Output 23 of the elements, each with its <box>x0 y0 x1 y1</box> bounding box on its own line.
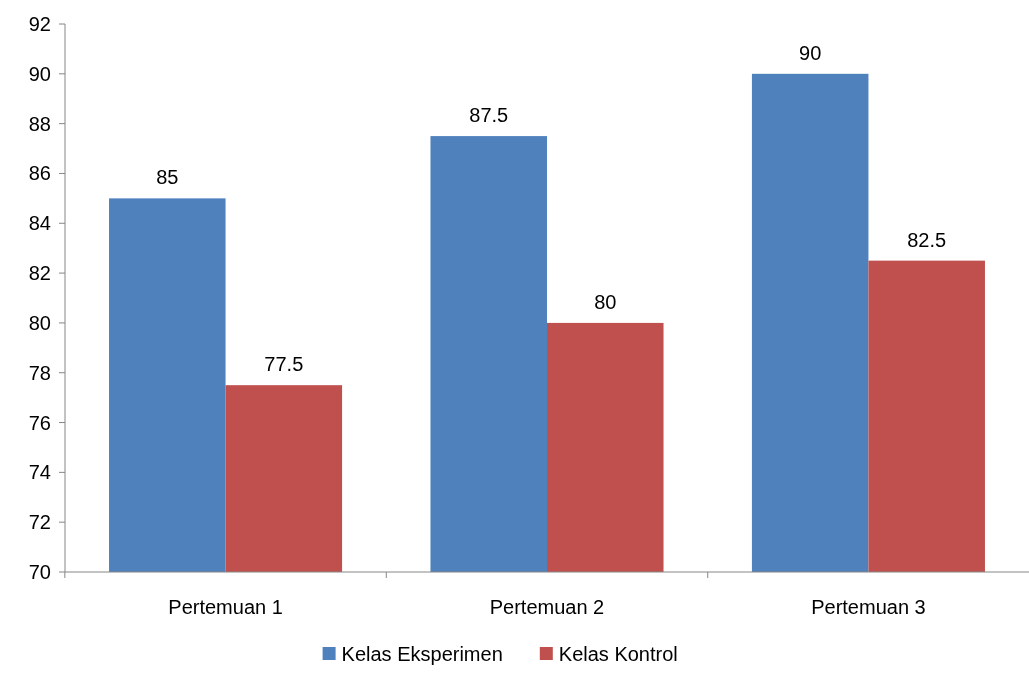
x-tick-label: Pertemuan 2 <box>489 596 605 618</box>
y-tick-label: 74 <box>28 461 51 484</box>
data-label: 90 <box>799 41 822 64</box>
y-tick-label: 78 <box>28 361 51 384</box>
legend-label: Kelas Eksperimen <box>341 643 503 665</box>
data-label: 82.5 <box>907 228 947 251</box>
x-tick-label: Pertemuan 3 <box>811 596 926 618</box>
y-tick-label: 82 <box>28 262 51 285</box>
y-tick-label: 70 <box>28 561 51 583</box>
y-tick-label: 92 <box>28 13 51 35</box>
y-tick-label: 80 <box>28 311 51 334</box>
y-tick-label: 90 <box>28 62 51 85</box>
y-tick-label: 84 <box>28 212 51 235</box>
data-label: 77.5 <box>264 353 304 376</box>
y-tick-label: 72 <box>28 511 51 534</box>
y-tick-label: 76 <box>28 411 51 434</box>
y-tick-label: 86 <box>28 162 51 185</box>
legend-label: Kelas Kontrol <box>558 643 678 665</box>
data-label: 87.5 <box>469 104 509 127</box>
y-tick-label: 88 <box>28 112 51 135</box>
x-tick-label: Pertemuan 1 <box>168 596 283 618</box>
data-label: 85 <box>156 166 179 189</box>
data-label: 80 <box>594 290 617 313</box>
